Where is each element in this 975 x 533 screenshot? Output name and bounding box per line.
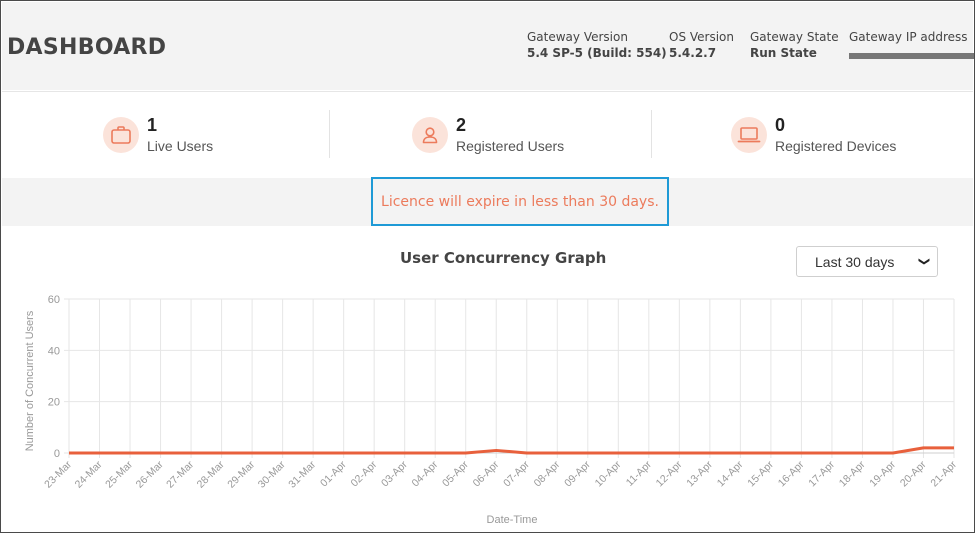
x-tick-label: 24-Mar (73, 458, 105, 490)
x-tick-label: 09-Apr (562, 458, 593, 489)
x-tick-label: 07-Apr (501, 458, 532, 489)
y-tick-label: 60 (48, 294, 60, 306)
laptop-icon (731, 117, 767, 153)
x-tick-label: 02-Apr (349, 458, 380, 489)
gateway-version-label: Gateway Version (527, 30, 628, 44)
y-tick-label: 20 (48, 397, 60, 409)
y-tick-label: 40 (48, 345, 60, 357)
x-tick-label: 03-Apr (379, 458, 410, 489)
x-tick-label: 27-Mar (164, 458, 196, 490)
x-tick-label: 17-Apr (806, 458, 837, 489)
registered-users-count: 2 (456, 115, 467, 135)
x-tick-label: 29-Mar (225, 458, 257, 490)
page-title: DASHBOARD (7, 35, 167, 60)
x-tick-label: 20-Apr (898, 458, 929, 489)
x-tick-label: 05-Apr (440, 458, 471, 489)
os-version-info: OS Version 5.4.2.7 (669, 30, 734, 60)
y-axis-title: Number of Concurrent Users (24, 310, 36, 451)
x-tick-label: 16-Apr (776, 458, 807, 489)
x-tick-label: 15-Apr (745, 458, 776, 489)
x-tick-label: 23-Mar (42, 458, 74, 490)
x-tick-label: 14-Apr (715, 458, 746, 489)
x-tick-label: 21-Apr (928, 458, 959, 489)
gateway-version-info: Gateway Version 5.4 SP-5 (Build: 554) (527, 30, 667, 60)
chart-title: User Concurrency Graph (400, 249, 607, 267)
y-tick-label: 0 (54, 448, 60, 460)
x-tick-label: 30-Mar (256, 458, 288, 490)
time-range-value: Last 30 days (815, 253, 895, 270)
stat-registered-devices: 0 Registered Devices (731, 114, 896, 155)
registered-users-label: Registered Users (456, 138, 565, 154)
licence-expiry-text: Licence will expire in less than 30 days… (381, 193, 659, 210)
gateway-state-info: Gateway State Run State (750, 30, 839, 60)
x-tick-label: 08-Apr (532, 458, 563, 489)
x-tick-label: 28-Mar (195, 458, 227, 490)
stat-live-users: 1 Live Users (103, 114, 213, 155)
os-version-value: 5.4.2.7 (669, 46, 717, 60)
x-tick-label: 04-Apr (410, 458, 441, 489)
x-tick-label: 13-Apr (684, 458, 715, 489)
user-icon (412, 117, 448, 153)
live-users-label: Live Users (147, 138, 214, 154)
dashboard-header: DASHBOARD Gateway Version 5.4 SP-5 (Buil… (2, 2, 974, 90)
x-tick-label: 10-Apr (593, 458, 624, 489)
x-tick-label: 06-Apr (471, 458, 502, 489)
gateway-ip-label: Gateway IP address (849, 30, 968, 44)
live-users-count: 1 (147, 115, 158, 135)
x-tick-label: 01-Apr (318, 458, 349, 489)
gateway-ip-info: Gateway IP address (849, 30, 974, 59)
series-line (69, 446, 954, 455)
registered-devices-label: Registered Devices (775, 138, 897, 154)
x-tick-label: 11-Apr (624, 458, 655, 489)
registered-devices-count: 0 (775, 115, 786, 135)
x-axis-title: Date-Time (487, 514, 538, 526)
user-concurrency-chart: 0 20 40 60 23-Mar24-Mar25-Mar26-Mar27-Mar28-… (24, 294, 959, 526)
x-tick-label: 19-Apr (867, 458, 898, 489)
time-range-select[interactable]: Last 30 days ❯ (796, 246, 938, 277)
gateway-state-label: Gateway State (750, 30, 839, 44)
licence-expiry-notice: Licence will expire in less than 30 days… (371, 177, 669, 226)
briefcase-icon (103, 117, 139, 153)
notice-band: Licence will expire in less than 30 days… (2, 177, 973, 226)
stats-row: 1 Live Users 2 Registered Users 0 Regist… (2, 91, 973, 177)
x-tick-label: 31-Mar (286, 458, 318, 490)
stat-registered-users: 2 Registered Users (412, 114, 564, 155)
gateway-version-value: 5.4 SP-5 (Build: 554) (527, 46, 667, 60)
stats-divider (651, 110, 652, 158)
chevron-down-icon: ❯ (917, 256, 930, 267)
x-tick-label: 25-Mar (103, 458, 135, 490)
os-version-label: OS Version (669, 30, 735, 44)
x-tick-label: 12-Apr (654, 458, 685, 489)
stats-divider (329, 110, 330, 158)
gateway-ip-redacted (849, 53, 974, 59)
gateway-state-value: Run State (750, 46, 817, 60)
x-tick-label: 26-Mar (134, 458, 166, 490)
x-tick-label: 18-Apr (837, 458, 868, 489)
